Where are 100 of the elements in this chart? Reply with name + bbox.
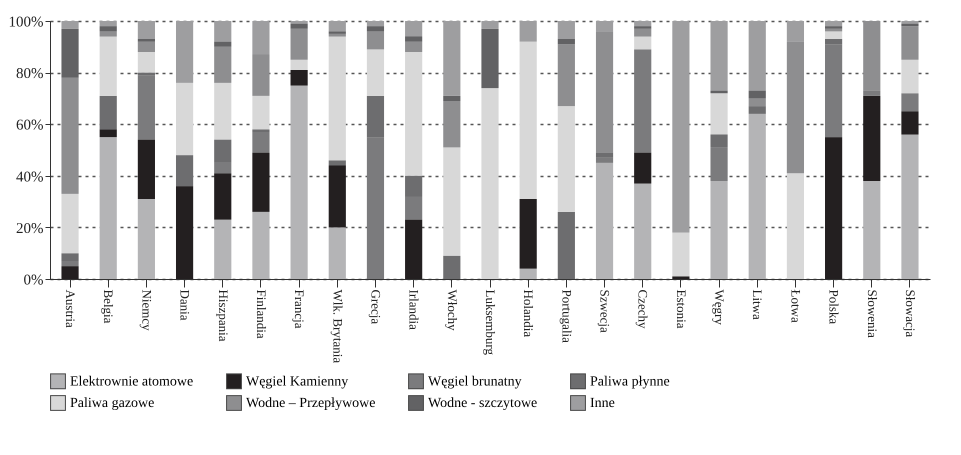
legend-label: Węgiel brunatny bbox=[428, 374, 522, 390]
x-tick-label: Włochy bbox=[444, 290, 460, 332]
bar bbox=[634, 28, 652, 36]
bar bbox=[214, 21, 232, 42]
bar bbox=[634, 184, 652, 279]
bar bbox=[366, 49, 384, 96]
bar bbox=[901, 111, 919, 135]
x-tick-label: Francja bbox=[292, 290, 308, 329]
x-tick-label: Grecja bbox=[368, 290, 384, 324]
x-tick-label: Słowenia bbox=[864, 290, 880, 338]
x-tick-label: Szwecja bbox=[598, 290, 613, 334]
bar bbox=[710, 147, 728, 181]
bar bbox=[138, 39, 155, 42]
y-tick-label: 100% bbox=[8, 14, 44, 30]
bar bbox=[901, 60, 919, 94]
bar bbox=[825, 26, 842, 29]
bar bbox=[252, 54, 270, 96]
bar bbox=[634, 21, 652, 26]
bar bbox=[748, 21, 766, 91]
x-tick-label: Belgia bbox=[101, 290, 116, 324]
bar bbox=[252, 129, 270, 132]
x-tick-label: Polska bbox=[826, 290, 842, 324]
legend-label: Paliwa gazowe bbox=[70, 396, 154, 411]
bar bbox=[825, 28, 842, 32]
bar bbox=[710, 90, 728, 94]
bar bbox=[100, 36, 117, 96]
bar bbox=[405, 52, 422, 176]
bar bbox=[634, 26, 652, 29]
x-tick-label: Estonia bbox=[674, 290, 689, 329]
bar bbox=[100, 96, 117, 130]
x-tick-label: Hiszpania bbox=[216, 290, 231, 342]
bar bbox=[710, 180, 728, 279]
bar bbox=[481, 21, 499, 29]
bar bbox=[252, 132, 270, 153]
x-tick-label: Węgry bbox=[712, 290, 728, 326]
bar bbox=[290, 70, 308, 86]
bar bbox=[138, 52, 155, 73]
bar bbox=[863, 96, 880, 181]
bar bbox=[100, 31, 117, 36]
legend-label: Wodne - szczytowe bbox=[428, 396, 538, 411]
bar bbox=[520, 199, 537, 269]
bar bbox=[825, 44, 842, 138]
bar bbox=[328, 21, 346, 32]
bar bbox=[214, 82, 232, 140]
bar bbox=[61, 78, 79, 194]
bar bbox=[672, 276, 690, 279]
bar bbox=[290, 28, 308, 60]
bar bbox=[405, 196, 422, 220]
x-tick-label: Dania bbox=[178, 290, 193, 321]
bar bbox=[214, 46, 232, 83]
y-tick-label: 0% bbox=[24, 272, 44, 288]
bar bbox=[748, 114, 766, 279]
x-tick-label: Luksemburg bbox=[483, 290, 498, 356]
bar bbox=[328, 227, 346, 279]
bar bbox=[672, 21, 690, 233]
bar bbox=[290, 24, 308, 29]
y-tick-label: 80% bbox=[16, 66, 44, 82]
bar bbox=[520, 21, 537, 42]
bar bbox=[100, 21, 117, 26]
bar bbox=[100, 137, 117, 279]
bar bbox=[61, 266, 79, 279]
bar bbox=[176, 82, 194, 156]
bar bbox=[366, 137, 384, 279]
bar bbox=[558, 39, 575, 44]
x-tick-label: Czechy bbox=[636, 290, 651, 329]
bar bbox=[825, 31, 842, 40]
bar bbox=[405, 21, 422, 36]
bar bbox=[558, 106, 575, 212]
bar bbox=[405, 220, 422, 279]
bar bbox=[672, 232, 690, 276]
bar bbox=[634, 152, 652, 184]
legend-label: Elektrownie atomowe bbox=[70, 374, 194, 390]
bar bbox=[596, 162, 614, 279]
bar bbox=[748, 90, 766, 98]
x-tick-label: Niemcy bbox=[139, 290, 154, 332]
x-tick-label: Portugalia bbox=[559, 290, 574, 344]
bar bbox=[520, 268, 537, 279]
bar bbox=[901, 93, 919, 112]
bar bbox=[901, 26, 919, 60]
bar bbox=[825, 39, 842, 44]
bar bbox=[443, 147, 460, 256]
x-tick-label: Austria bbox=[63, 290, 78, 328]
bar bbox=[252, 21, 270, 55]
bar bbox=[328, 165, 346, 228]
bar bbox=[214, 173, 232, 220]
bar bbox=[328, 34, 346, 36]
bar bbox=[176, 186, 194, 279]
x-tick-label: Holandia bbox=[521, 290, 536, 338]
bar bbox=[825, 137, 842, 279]
legend-label: Paliwa płynne bbox=[590, 374, 670, 390]
bar bbox=[366, 96, 384, 138]
bar bbox=[825, 21, 842, 26]
bar bbox=[748, 106, 766, 114]
y-tick-label: 40% bbox=[16, 169, 44, 186]
bar bbox=[138, 75, 155, 140]
bar bbox=[61, 253, 79, 261]
bar bbox=[786, 173, 804, 279]
bar bbox=[596, 158, 614, 163]
bar bbox=[214, 42, 232, 47]
x-tick-label: Litwa bbox=[750, 290, 766, 320]
